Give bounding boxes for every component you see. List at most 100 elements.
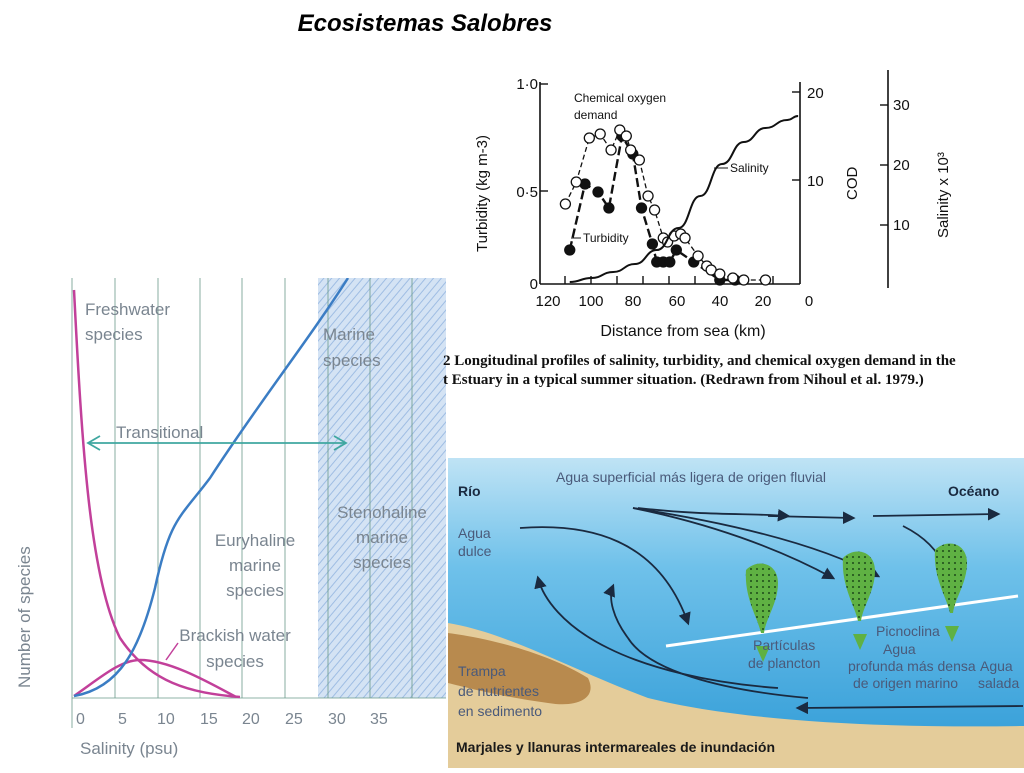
y3-axis-label: Salinity x 10³ [935,152,952,238]
estuary-profile-svg: 1·0 0·5 0 20 10 30 20 10 120 100 80 60 4… [474,70,952,340]
surface-arrow-5 [767,511,856,525]
label-marjales: Marjales y llanuras intermareales de inu… [456,739,775,755]
turbidity-point [635,202,648,214]
y-axis-label: Turbidity (kg m-3) [474,135,491,252]
x-tick-label: 120 [535,293,560,310]
sea-floor [448,623,1024,768]
surface-arrow-4 [637,507,791,522]
cod-point [620,130,632,142]
euryhaline-label: Euryhaline marine species [215,531,295,600]
cod-point [648,204,661,216]
svg-text:Stenohaline: Stenohaline [337,503,427,522]
diagram-labels: Río Agua superficial más ligera de orige… [456,469,1019,755]
turbidity-point [646,238,659,250]
x-tick-label: 5 [118,711,127,728]
svg-text:marine: marine [356,528,408,547]
plot-frame [539,70,889,288]
x-tick-label: 0 [76,711,85,728]
brackish-curve [73,658,237,699]
cod-point [624,144,637,156]
cod-point [642,190,654,202]
bottom-arrow-2 [603,583,809,699]
label-surface: Agua superficial más ligera de origen fl… [556,469,826,485]
annotation-cod: Chemical oxygen [574,91,666,105]
x-tick-label: 20 [242,711,260,728]
cod-point [738,274,750,286]
circulation-svg: Río Agua superficial más ligera de orige… [448,458,1024,768]
cod-point [633,154,646,166]
label-picnoclina: Picnoclina [876,623,940,639]
freshwater-label: Freshwater species [85,300,170,344]
label-particulas: Partículas [753,637,815,653]
brackish-pointer [165,642,179,661]
turbidity-point [664,256,676,268]
x-tick-label: 40 [712,293,729,310]
y2-axis-label: COD [844,167,861,201]
x-tick-labels: 0 5 10 15 20 25 30 35 [76,711,388,728]
cod-point [692,250,704,262]
salinity-line [569,115,799,283]
x-axis-label: Distance from sea (km) [600,323,765,340]
y3-tick-label: 10 [893,217,910,234]
cod-point [583,132,595,144]
y3-tick-label: 30 [893,97,910,114]
flow-arrows [519,507,1024,715]
x-tick-label: 0 [805,293,813,310]
bottom-arrow-3 [795,701,1024,715]
transitional-arrow-left [86,435,101,451]
figure-caption: 2 Longitudinal profiles of salinity, tur… [443,352,1018,390]
bottom-arrow-1 [534,575,779,689]
x-tick-label: 100 [578,293,603,310]
label-trampa-2: de nutrientes [458,683,539,699]
freshwater-curve [72,289,241,699]
x-tick-label: 20 [755,293,772,310]
cod-point [727,272,739,284]
marine-curve [73,277,350,698]
caption-line-2: t Estuary in a typical summer situation.… [443,372,924,388]
label-trampa-3: en sedimento [458,703,542,719]
left-grid [71,278,446,728]
label-profunda: Agua [883,641,916,657]
cod-point [559,198,572,210]
cod-point [679,232,691,244]
x-tick-label: 30 [328,711,346,728]
stenohaline-zone [318,278,446,698]
svg-text:Freshwater: Freshwater [85,300,170,319]
y2-tick-label: 10 [807,173,824,190]
cod-point [759,274,772,286]
svg-text:marine: marine [229,556,281,575]
x-tick-label: 15 [200,711,218,728]
turbidity-point [592,186,604,198]
label-salada: Agua [980,658,1013,674]
x-tick-label: 35 [370,711,388,728]
y3-tick-labels: 30 20 10 [893,97,910,234]
annotations: Chemical oxygen demand Turbidity Salinit… [571,91,769,245]
label-profunda-2: profunda más densa [848,658,976,674]
x-tick-label: 10 [157,711,175,728]
turbidity-point [603,202,615,214]
cod-point [594,128,606,140]
svg-text:Marine: Marine [323,325,375,344]
plankton-particles [745,543,967,662]
y-tick-label: 1·0 [516,76,538,93]
label-rio: Río [458,483,481,499]
plankton-arrow-2 [853,634,867,650]
svg-text:species: species [323,351,381,370]
plankton-arrow-3 [945,626,959,642]
plankton-arrow-1 [756,646,770,662]
plankton-drop-2 [842,551,875,621]
y-tick-labels: 1·0 0·5 0 [516,76,538,293]
svg-text:Brackish water: Brackish water [179,626,291,645]
annotation-turbidity: Turbidity [583,231,629,245]
svg-text:species: species [226,581,284,600]
brackish-label: Brackish water species [179,626,291,671]
nutrient-trap-mud [448,633,591,705]
cod-point [605,144,617,156]
turbidity-point [564,244,576,256]
annotation-salinity: Salinity [730,161,769,175]
x-tick-label: 80 [625,293,642,310]
plankton-drop-3 [934,543,967,613]
cod-point [570,176,582,188]
svg-text:species: species [85,325,143,344]
y3-tick-label: 20 [893,157,910,174]
